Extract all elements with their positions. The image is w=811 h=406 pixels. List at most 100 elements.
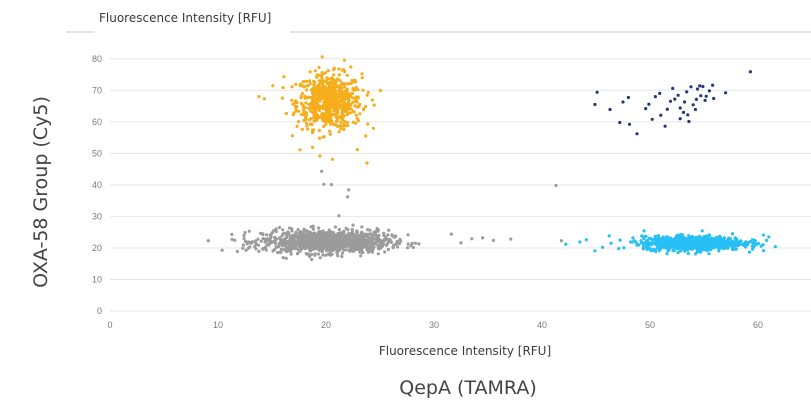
data-point	[313, 91, 318, 95]
data-point	[321, 244, 325, 248]
data-point	[290, 134, 295, 138]
data-point	[371, 126, 375, 130]
data-point	[345, 233, 349, 237]
data-point	[358, 112, 362, 116]
data-point	[354, 113, 358, 117]
data-point	[686, 251, 690, 256]
data-point	[289, 247, 293, 252]
data-point	[686, 248, 690, 252]
data-point	[309, 242, 313, 246]
data-point	[304, 111, 308, 115]
data-point	[310, 238, 315, 242]
series-3	[593, 70, 753, 136]
data-point	[289, 236, 294, 240]
data-point	[659, 113, 663, 117]
y-tick-label: 70	[92, 85, 102, 95]
data-point	[298, 249, 302, 253]
data-point	[335, 235, 340, 239]
data-point	[618, 238, 622, 242]
data-point	[411, 245, 416, 250]
data-point	[353, 104, 357, 108]
data-point	[312, 83, 316, 87]
data-point	[317, 248, 322, 252]
data-point	[595, 90, 599, 94]
data-point	[641, 247, 646, 251]
data-point	[291, 233, 296, 237]
data-point	[326, 69, 330, 73]
data-point	[345, 120, 349, 124]
data-point	[313, 253, 317, 257]
y-tick-label: 40	[92, 180, 102, 190]
data-point	[300, 91, 305, 96]
data-point	[330, 81, 334, 85]
data-point	[717, 246, 721, 251]
data-point	[366, 122, 370, 126]
data-point	[391, 246, 395, 250]
data-point	[284, 236, 288, 240]
data-point	[323, 234, 327, 238]
data-point	[342, 99, 346, 103]
data-point	[301, 242, 305, 246]
data-point	[765, 238, 769, 242]
data-point	[671, 86, 675, 90]
data-point	[335, 77, 340, 81]
data-point	[320, 71, 324, 75]
data-point	[363, 234, 367, 238]
data-point	[459, 241, 463, 245]
data-point	[337, 214, 341, 218]
data-point	[342, 119, 347, 123]
data-points	[206, 55, 777, 262]
data-point	[342, 114, 346, 118]
data-point	[609, 241, 613, 245]
data-point	[554, 183, 558, 188]
data-point	[312, 100, 316, 104]
data-point	[665, 252, 669, 256]
data-point	[336, 115, 340, 119]
data-point	[752, 238, 756, 242]
data-point	[689, 85, 693, 89]
data-point	[711, 83, 715, 87]
data-point	[683, 100, 687, 104]
data-point	[328, 115, 332, 119]
data-point	[308, 122, 312, 126]
data-point	[648, 247, 652, 251]
data-point	[329, 240, 333, 244]
data-point	[353, 233, 357, 237]
data-point	[348, 240, 352, 244]
data-point	[296, 228, 300, 232]
data-point	[389, 240, 393, 244]
data-point	[362, 108, 366, 112]
series-0	[257, 55, 382, 165]
data-point	[366, 242, 370, 246]
data-point	[559, 239, 564, 243]
data-point	[707, 89, 712, 93]
data-point	[338, 236, 342, 240]
data-point	[356, 96, 360, 100]
data-point	[337, 88, 341, 92]
data-point	[366, 228, 370, 232]
data-point	[259, 239, 263, 243]
data-point	[322, 125, 326, 129]
data-point	[747, 250, 752, 254]
data-point	[390, 234, 394, 238]
data-point	[286, 245, 290, 249]
data-point	[395, 239, 399, 243]
data-point	[324, 122, 328, 126]
data-point	[640, 234, 644, 238]
data-point	[334, 123, 338, 127]
data-point	[675, 234, 679, 238]
data-point	[702, 243, 706, 247]
data-point	[318, 256, 322, 260]
data-point	[667, 242, 671, 246]
data-point	[304, 101, 308, 105]
data-point	[256, 237, 260, 241]
data-point	[392, 243, 396, 247]
y-axis-ticks: 0 10 20 30 40 50 60 70 80	[92, 54, 102, 316]
data-point	[348, 249, 352, 253]
data-point	[346, 108, 350, 112]
data-point	[336, 111, 340, 115]
data-point	[286, 230, 290, 234]
x-tick-label: 20	[321, 320, 331, 330]
data-point	[393, 235, 397, 239]
